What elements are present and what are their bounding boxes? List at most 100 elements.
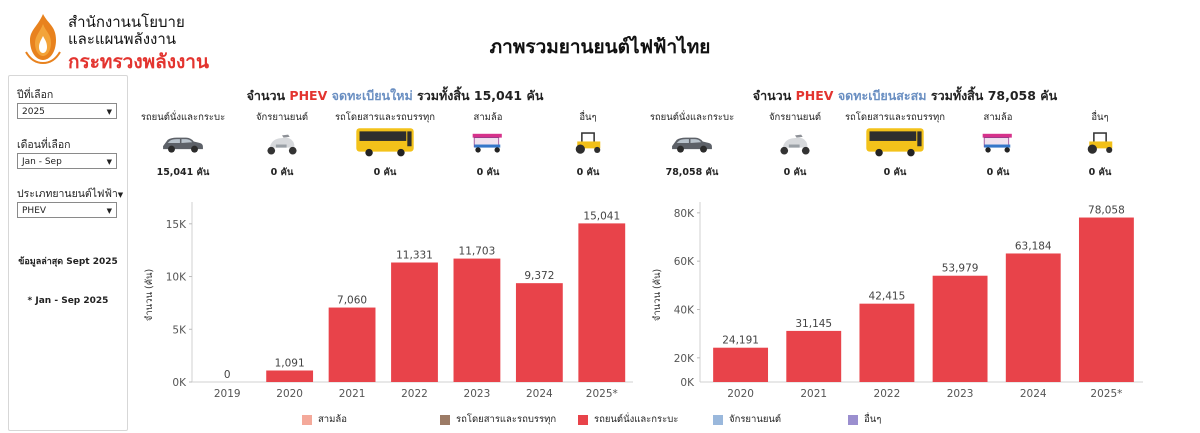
chevron-down-icon: ▼ — [106, 108, 112, 116]
chevron-down-icon: ▼ — [106, 158, 112, 166]
category-label: สามล้อ — [983, 112, 1013, 123]
page-title: ภาพรวมยานยนต์ไฟฟ้าไทย — [489, 36, 711, 58]
bar-value-label: 53,979 — [942, 263, 979, 275]
title-type: PHEV — [289, 88, 328, 103]
category-label: รถยนต์นั่งและกระบะ — [140, 112, 226, 123]
category-label: จักรยานยนต์ — [768, 112, 822, 123]
legend-label: รถยนต์นั่งและกระบะ — [594, 414, 679, 425]
bar[interactable] — [859, 303, 915, 382]
bar[interactable] — [266, 370, 314, 382]
category-count: 0 คัน — [576, 167, 600, 178]
x-tick-label: 2021 — [800, 388, 827, 400]
bar[interactable] — [578, 223, 626, 382]
motorcycle-icon — [267, 134, 297, 155]
bar[interactable] — [391, 262, 438, 382]
tractor-icon — [1087, 132, 1113, 154]
period-note: * Jan - Sep 2025 — [9, 296, 127, 306]
y-tick-label: 60K — [674, 256, 695, 268]
category-label: รถยนต์นั่งและกระบะ — [649, 112, 735, 123]
bar-value-label: 11,331 — [396, 250, 433, 262]
type-filter-label[interactable]: ประเภทยานยนต์ไฟฟ้า▼ — [17, 185, 123, 202]
month-select-value: Jan - Sep — [22, 157, 62, 167]
legend-item[interactable]: จักรยานยนต์ — [713, 412, 781, 427]
category-label: อื่นๆ — [1091, 112, 1109, 123]
x-tick-label: 2023 — [947, 388, 974, 400]
bar-value-label: 31,145 — [795, 318, 832, 330]
bar[interactable] — [932, 275, 988, 382]
legend-swatch — [713, 414, 723, 425]
title-total: รวมทั้งสิ้น 78,058 คัน — [930, 88, 1058, 103]
x-tick-label: 2022 — [401, 388, 428, 400]
category-count: 0 คัน — [1088, 167, 1112, 178]
type-select-value: PHEV — [22, 206, 47, 216]
category-label: อื่นๆ — [579, 112, 597, 123]
year-select[interactable]: 2025 ▼ — [17, 103, 117, 119]
y-tick-label: 0K — [172, 377, 187, 389]
new-registration-bar-chart: 0K 5K 10K 15K จำนวน (คัน) 0 2019 1,091 2020 7,060… — [144, 202, 633, 400]
ministry-name: กระทรวงพลังงาน — [68, 51, 209, 73]
bar-value-label: 63,184 — [1015, 240, 1052, 252]
y-axis-label: จำนวน (คัน) — [144, 269, 155, 322]
legend-label: จักรยานยนต์ — [729, 414, 782, 425]
bar-value-label: 7,060 — [337, 295, 367, 307]
x-tick-label: 2022 — [874, 388, 901, 400]
month-select[interactable]: Jan - Sep ▼ — [17, 153, 117, 169]
category-count: 0 คัน — [986, 167, 1010, 178]
bar[interactable] — [1005, 253, 1061, 382]
x-tick-label: 2024 — [1020, 388, 1047, 400]
bar[interactable] — [1078, 217, 1134, 382]
title-kind: จดทะเบียนใหม่ — [331, 88, 413, 103]
bar[interactable] — [515, 283, 563, 382]
title-total: รวมทั้งสิ้น 15,041 คัน — [417, 88, 544, 103]
legend-label: รถโดยสารและรถบรรทุก — [456, 414, 557, 425]
y-tick-label: 0K — [680, 377, 695, 389]
tuktuk-icon — [472, 133, 502, 153]
latest-data-note: ข้อมูลล่าสุด Sept 2025 — [18, 257, 118, 267]
title-prefix: จำนวน — [246, 88, 286, 103]
bar[interactable] — [786, 330, 842, 382]
legend-item[interactable]: รถโดยสารและรถบรรทุก — [440, 412, 556, 427]
car-icon — [163, 137, 203, 153]
category-count: 15,041 คัน — [156, 167, 210, 178]
category-count: 0 คัน — [270, 167, 294, 178]
legend-item[interactable]: อื่นๆ — [848, 412, 881, 427]
legend-item[interactable]: สามล้อ — [302, 412, 347, 427]
tractor-icon — [575, 132, 601, 154]
category-label: จักรยานยนต์ — [255, 112, 309, 123]
y-tick-label: 15K — [166, 219, 187, 231]
category-count: 0 คัน — [373, 167, 397, 178]
year-filter-label: ปีที่เลือก — [17, 89, 54, 101]
legend-item[interactable]: รถยนต์นั่งและกระบะ — [578, 412, 678, 427]
legend-swatch — [302, 414, 312, 425]
bar-value-label: 1,091 — [275, 357, 305, 369]
bar[interactable] — [713, 347, 769, 382]
chevron-down-icon: ▼ — [106, 207, 112, 215]
y-tick-label: 20K — [674, 353, 695, 365]
type-select[interactable]: PHEV ▼ — [17, 202, 117, 218]
x-tick-label: 2019 — [214, 388, 241, 400]
category-label: รถโดยสารและรถบรรทุก — [844, 112, 946, 123]
car-icon — [672, 137, 712, 153]
y-tick-label: 40K — [674, 305, 695, 317]
y-tick-label: 80K — [674, 208, 695, 220]
period-note-text: * Jan - Sep 2025 — [27, 296, 109, 306]
bar-value-label: 15,041 — [583, 210, 620, 222]
bar[interactable] — [328, 307, 376, 382]
dropdown-caret-icon: ▼ — [117, 191, 124, 199]
new-registration-title: จำนวน PHEV จดทะเบียนใหม่ รวมทั้งสิ้น 15,… — [150, 86, 640, 106]
x-tick-label: 2024 — [526, 388, 553, 400]
legend-swatch — [848, 414, 858, 425]
title-kind: จดทะเบียนสะสม — [837, 88, 927, 103]
motorcycle-icon — [780, 134, 810, 155]
bar[interactable] — [453, 258, 501, 382]
category-count: 0 คัน — [783, 167, 807, 178]
bar-value-label: 42,415 — [869, 291, 906, 303]
bar-value-label: 11,703 — [459, 246, 496, 258]
legend-swatch — [440, 414, 450, 425]
y-tick-label: 5K — [172, 324, 187, 336]
type-filter-label-text: ประเภทยานยนต์ไฟฟ้า — [17, 188, 118, 200]
legend-swatch — [578, 414, 588, 425]
category-count: 78,058 คัน — [665, 167, 719, 178]
x-tick-label: 2020 — [727, 388, 754, 400]
y-tick-label: 10K — [166, 272, 187, 284]
